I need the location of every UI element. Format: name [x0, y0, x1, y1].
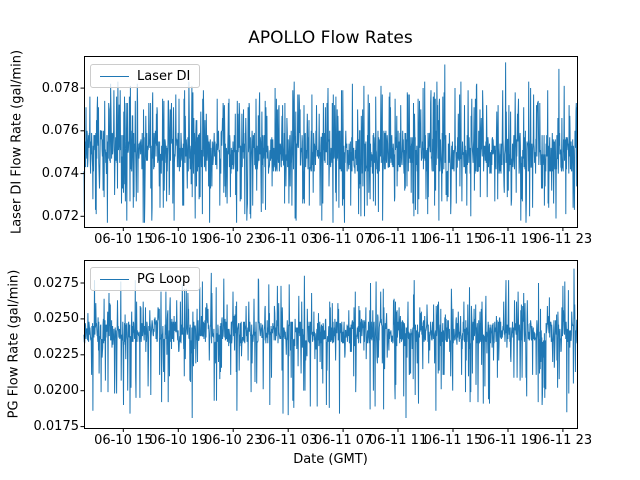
x-tick-label: 06-11 11 [368, 232, 428, 247]
x-tick-label: 06-10 23 [203, 232, 263, 247]
axes-frame [84, 260, 578, 429]
y-tick-label: 0.0200 [33, 383, 80, 399]
y-tick-label: 0.074 [41, 166, 79, 182]
x-tick-label: 06-10 19 [149, 232, 208, 247]
y-tick-label: 0.078 [41, 80, 79, 96]
legend-pg-loop: PG Loop [90, 267, 201, 291]
x-tick-label: 06-10 15 [94, 433, 153, 448]
laser-di-flow-series-line [83, 62, 578, 223]
x-tick-label: 06-11 19 [478, 433, 538, 448]
pg-loop-flow-series-line [83, 268, 578, 418]
figure-title: APOLLO Flow Rates [248, 28, 413, 48]
y-tick-label: 0.0250 [33, 311, 80, 327]
legend-label-laser-di: Laser DI [137, 68, 191, 84]
y-axis-label-laser-di: Laser DI Flow Rate (gal/min) [9, 49, 25, 235]
x-tick-label: 06-10 15 [94, 232, 153, 247]
legend-line-sample-icon [100, 278, 129, 280]
legend-label-pg-loop: PG Loop [137, 271, 191, 287]
x-tick-label: 06-11 11 [368, 433, 428, 448]
x-tick-label: 06-11 03 [258, 232, 318, 247]
legend-line-sample-icon [100, 75, 129, 77]
y-tick-label: 0.072 [41, 208, 79, 224]
x-tick-label: 06-11 15 [423, 232, 483, 247]
x-tick-label: 06-11 19 [478, 232, 538, 247]
y-tick-label: 0.076 [41, 123, 79, 139]
x-tick-label: 06-11 07 [313, 433, 373, 448]
x-tick-label: 06-11 15 [423, 433, 483, 448]
x-tick-label: 06-10 19 [149, 433, 208, 448]
x-tick-label: 06-10 23 [203, 433, 263, 448]
x-tick-label: 06-11 23 [533, 232, 593, 247]
x-tick-label: 06-11 07 [313, 232, 373, 247]
x-tick-label: 06-11 23 [533, 433, 593, 448]
y-tick-label: 0.0175 [33, 419, 80, 435]
legend-laser-di: Laser DI [90, 64, 201, 88]
x-axis-label: Date (GMT) [293, 452, 368, 467]
y-tick-label: 0.0275 [33, 275, 80, 291]
x-tick-label: 06-11 03 [258, 433, 318, 448]
axes-frame [84, 56, 578, 228]
y-tick-label: 0.0225 [33, 347, 80, 363]
